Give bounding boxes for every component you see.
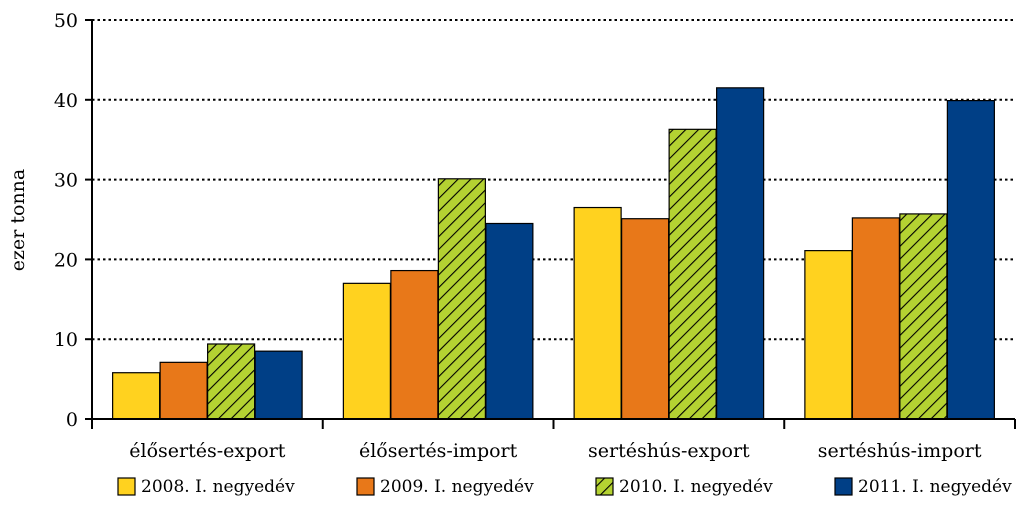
- legend-swatch: [356, 477, 375, 496]
- y-tick-label: 10: [54, 329, 78, 351]
- y-tick-label: 30: [54, 170, 78, 192]
- bar: [804, 250, 853, 420]
- bar: [899, 213, 948, 420]
- bar: [716, 87, 765, 420]
- bar: [573, 206, 622, 420]
- legend-label: 2009. I. negyedév: [380, 477, 534, 497]
- bar: [946, 99, 995, 420]
- legend: 2008. I. negyedév 2009. I. negyedév 2010. …: [117, 477, 1012, 497]
- y-tick-label: 0: [66, 409, 78, 431]
- bar: [159, 361, 208, 420]
- bar: [668, 128, 717, 420]
- bar: [390, 269, 439, 420]
- x-tick-label: élősertés-import: [359, 440, 518, 462]
- bar: [621, 218, 670, 420]
- legend-label: 2008. I. negyedév: [141, 477, 295, 497]
- bar: [851, 217, 900, 420]
- tick-labels: 0 10 20 30 40 50 élősertés-export élősertés-imp…: [54, 10, 982, 462]
- bars: [112, 87, 995, 420]
- legend-label: 2011. I. negyedév: [858, 477, 1012, 497]
- legend-swatch: [117, 477, 136, 496]
- legend-swatch: [595, 477, 614, 496]
- bar: [207, 343, 256, 420]
- x-tick-label: sertéshús-import: [818, 440, 982, 462]
- legend-swatch: [834, 477, 853, 496]
- y-tick-label: 40: [54, 90, 78, 112]
- axes: [85, 19, 1016, 429]
- legend-label: 2010. I. negyedév: [619, 477, 773, 497]
- y-axis-label: ezer tonna: [7, 169, 29, 272]
- x-tick-label: élősertés-export: [129, 440, 286, 462]
- x-tick-label: sertéshús-export: [588, 440, 750, 462]
- bar: [342, 282, 391, 420]
- bar: [254, 350, 303, 420]
- y-tick-label: 20: [54, 249, 78, 271]
- bar: [485, 222, 534, 420]
- bar: [437, 178, 486, 420]
- bar: [112, 372, 161, 420]
- y-tick-label: 50: [54, 10, 78, 32]
